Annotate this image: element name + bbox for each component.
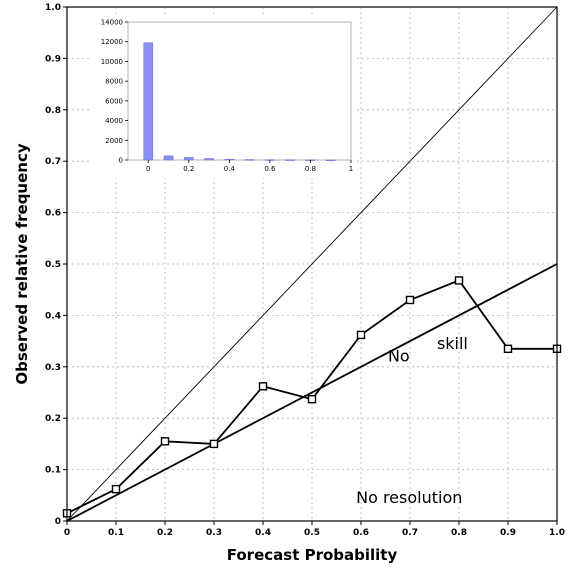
- inset-x-tick-label: 0: [146, 165, 150, 173]
- y-tick-label: 0.4: [45, 311, 61, 321]
- inset-y-tick-label: 14000: [101, 19, 123, 27]
- x-tick-label: 0.6: [353, 528, 369, 538]
- inset-x-tick-label: 0.8: [305, 165, 316, 173]
- x-tick-label: 0.8: [451, 528, 467, 538]
- y-tick-label: 0.7: [45, 157, 61, 167]
- x-axis-title: Forecast Probability: [227, 546, 398, 564]
- x-tick-label: 1.0: [549, 528, 565, 538]
- annotation-label: No: [388, 347, 410, 366]
- y-axis-title: Observed relative frequency: [13, 143, 31, 384]
- inset-bar: [325, 159, 336, 162]
- reliability-point: [111, 484, 121, 494]
- y-tick-label: 0.9: [45, 54, 61, 64]
- inset-y-tick-label: 2000: [105, 137, 123, 145]
- inset-bar: [143, 42, 154, 161]
- reliability-point: [258, 382, 268, 391]
- inset-x-tick-label: 1: [349, 165, 353, 173]
- inset-y-tick-label: 12000: [101, 38, 123, 46]
- inset-y-tick-label: 4000: [105, 117, 123, 125]
- inset-bar: [244, 159, 255, 161]
- x-tick-label: 0.2: [157, 528, 173, 538]
- y-tick-label: 0.8: [45, 106, 61, 116]
- x-tick-label: 0.4: [255, 528, 271, 538]
- no-skill-line: [66, 263, 558, 522]
- inset-y-tick-label: 10000: [101, 58, 123, 66]
- inset-x-tick-label: 0.6: [264, 165, 276, 173]
- inset-bar: [285, 159, 295, 161]
- reliability-point: [454, 276, 464, 285]
- reliability-point: [405, 295, 415, 305]
- y-tick-label: 0.2: [45, 414, 61, 424]
- y-tick-label: 0.5: [45, 260, 61, 270]
- y-tick-label: 0.1: [45, 466, 61, 476]
- x-tick-label: 0.9: [500, 528, 516, 538]
- inset-bar: [163, 155, 174, 161]
- inset-y-tick-label: 0: [119, 157, 123, 165]
- inset-histogram: 0 2000 4000 6000 8000 10000 12000 14000 0 0.2 0.4 0…: [92, 14, 357, 178]
- annotation-label: skill: [437, 334, 468, 353]
- y-tick-label: 1.0: [45, 3, 61, 13]
- inset-bar: [224, 158, 235, 161]
- inset-x-tick-label: 0.2: [183, 165, 194, 173]
- x-tick-label: 0.3: [206, 528, 222, 538]
- inset-plot-frame: [127, 21, 352, 161]
- inset-bar: [184, 157, 194, 161]
- perfect-reliability-line: [66, 6, 558, 522]
- reliability-point: [356, 330, 366, 340]
- reliability-point: [160, 437, 170, 446]
- inset-y-tick-label: 8000: [105, 78, 123, 86]
- y-tick-label: 0.6: [45, 209, 61, 219]
- y-tick-label: 0.3: [45, 363, 61, 373]
- reliability-point: [209, 439, 219, 449]
- inset-y-tick-label: 6000: [105, 97, 123, 105]
- reliability-point: [503, 344, 513, 354]
- x-tick-label: 0.1: [108, 528, 124, 538]
- annotation-label: No resolution: [356, 488, 462, 507]
- y-tick-label: 0: [55, 517, 61, 527]
- x-tick-label: 0.7: [402, 528, 418, 538]
- x-tick-label: 0: [64, 528, 70, 538]
- x-tick-label: 0.5: [304, 528, 320, 538]
- reliability-point: [307, 394, 317, 404]
- inset-x-tick-label: 0.4: [224, 165, 236, 173]
- inset-bar: [204, 158, 214, 161]
